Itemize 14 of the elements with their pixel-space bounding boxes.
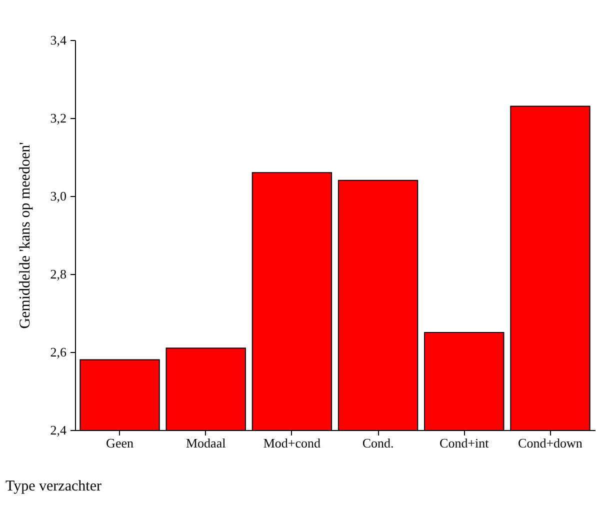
y-tick-label: 2,4 — [50, 422, 67, 438]
y-axis-title: Gemiddelde 'kans op meedoen' — [17, 142, 34, 329]
y-tick-label: 3,0 — [50, 188, 66, 204]
x-tick-label: Cond+down — [518, 436, 583, 450]
y-tick-label: 3,4 — [50, 32, 67, 48]
x-tick-label: Modaal — [186, 436, 226, 450]
x-tick-label: Cond. — [362, 436, 394, 450]
x-axis-title: Type verzachter — [6, 478, 102, 494]
x-tick-label: Cond+int — [440, 436, 490, 450]
y-tick-label: 3,2 — [50, 110, 66, 126]
x-tick-label: Geen — [106, 436, 134, 450]
y-tick-label: 2,8 — [50, 266, 66, 282]
x-tick-label: Mod+cond — [263, 436, 322, 450]
y-tick-label: 2,6 — [50, 344, 67, 360]
